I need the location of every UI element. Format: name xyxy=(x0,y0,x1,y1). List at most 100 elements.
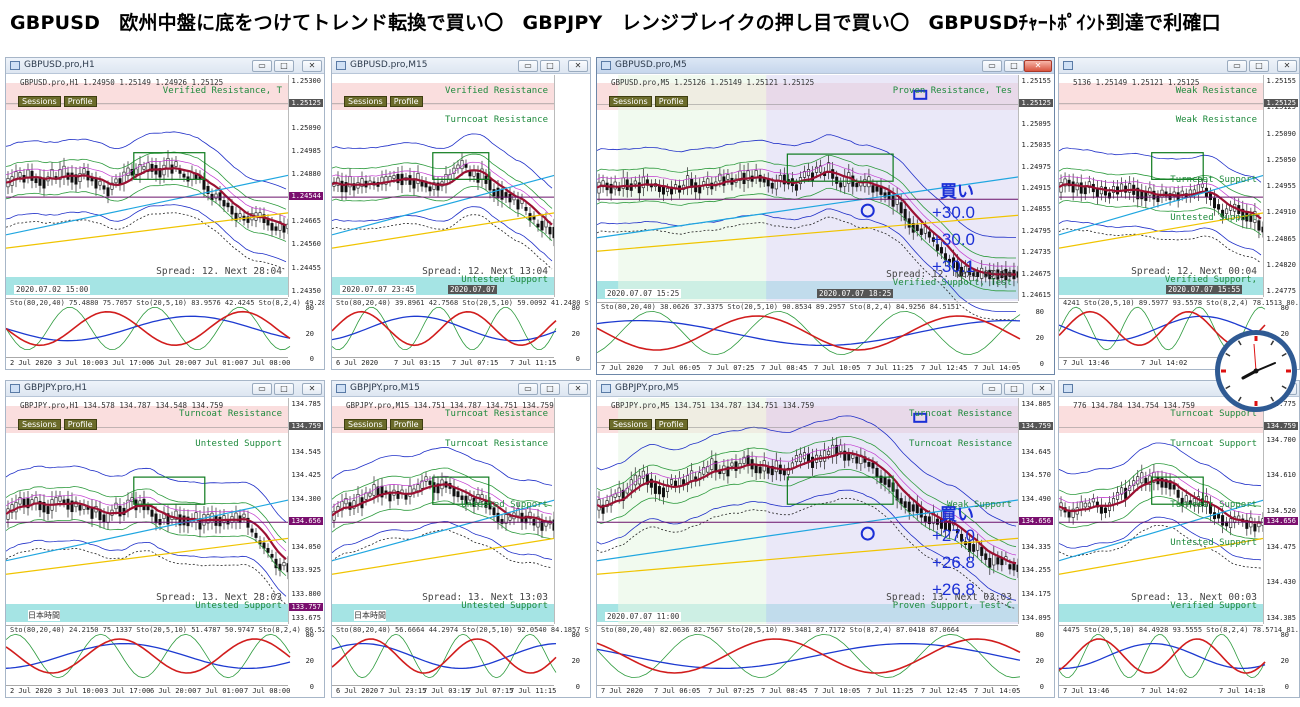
chart-area[interactable]: GBPJPY.pro,M5 134.751 134.787 134.751 13… xyxy=(597,398,1054,697)
profile-button[interactable]: Profile xyxy=(63,96,97,107)
candle-body xyxy=(396,491,400,499)
price-tag: 134.656 xyxy=(289,517,323,525)
profile-button[interactable]: Profile xyxy=(63,419,97,430)
price-axis[interactable]: 1.25155 1.25125 1.25090 1.25050 1.24955 1.249… xyxy=(1263,75,1299,297)
price-axis[interactable]: 1.25155 1.25125 1.25095 1.25035 1.24975 1.249… xyxy=(1018,75,1054,301)
profile-button[interactable]: Profile xyxy=(389,96,423,107)
maximize-button[interactable]: □ xyxy=(274,60,294,72)
close-button[interactable]: ✕ xyxy=(1032,383,1052,395)
crosshair-time-label: 2020.07.07 11:00 xyxy=(605,612,682,621)
time-axis[interactable]: 7 Jul 2020 7 Jul 06:05 7 Jul 07:25 7 Jul 08… xyxy=(597,685,1020,697)
chart-window[interactable]: GBPUSD.pro,M15 ▭ □ ✕ Sessions Profile Verified… xyxy=(331,57,591,370)
window-titlebar[interactable]: GBPJPY.pro,M15 ▭ □ ✕ xyxy=(332,381,590,397)
minimize-button[interactable]: ▭ xyxy=(1227,60,1247,72)
profile-button[interactable]: Profile xyxy=(654,96,688,107)
chart-window[interactable]: GBPUSD.pro,H1 ▭ □ ✕ GBPUSD.pro,H1 1.24950 1.… xyxy=(5,57,325,370)
time-tick: 7 Jul 11:25 xyxy=(867,687,914,695)
window-titlebar[interactable]: GBPUSD.pro,H1 ▭ □ ✕ xyxy=(6,58,324,74)
candle-body xyxy=(1136,187,1140,200)
chart-area[interactable]: GBPUSD.pro,M5 1.25126 1.25149 1.25121 1.… xyxy=(597,75,1054,374)
sessions-button[interactable]: Sessions xyxy=(18,419,61,430)
close-button[interactable]: ✕ xyxy=(302,383,322,395)
price-axis[interactable] xyxy=(554,75,590,297)
price-axis[interactable]: 134.805134.725134.645134.570134.490134.4… xyxy=(1018,398,1054,624)
chart-window-icon xyxy=(336,384,346,393)
chart-area[interactable]: Sessions Profile Verified Resistance Turnco… xyxy=(332,75,590,369)
chart-window[interactable]: GBPJPY.pro,M15 ▭ □ ✕ GBPJPY.pro,M15 134.751 … xyxy=(331,380,591,698)
close-button[interactable]: ✕ xyxy=(1024,60,1052,72)
sessions-button[interactable]: Sessions xyxy=(609,419,652,430)
chart-area[interactable]: GBPUSD.pro,H1 1.24950 1.25149 1.24926 1.… xyxy=(6,75,324,369)
minimize-button[interactable]: ▭ xyxy=(518,60,538,72)
price-tick: 134.520 xyxy=(1266,507,1296,515)
maximize-button[interactable]: □ xyxy=(540,383,560,395)
time-axis[interactable]: 2 Jul 2020 3 Jul 10:00 3 Jul 17:00 6 Jul 20… xyxy=(6,685,290,697)
sessions-button[interactable]: Sessions xyxy=(609,96,652,107)
candle-body xyxy=(1116,492,1120,500)
window-title: GBPJPY.pro,H1 xyxy=(24,383,88,393)
chart-area[interactable]: GBPJPY.pro,M15 134.751 134.787 134.751 1… xyxy=(332,398,590,697)
chart-area[interactable]: 5136 1.25149 1.25121 1.25125 Weak Resista… xyxy=(1059,75,1299,369)
time-axis[interactable]: 6 Jul 2020 7 Jul 03:15 7 Jul 07:15 7 Jul 11… xyxy=(332,357,556,369)
candle-body xyxy=(702,467,706,475)
time-axis[interactable]: 7 Jul 2020 7 Jul 06:05 7 Jul 07:25 7 Jul 08… xyxy=(597,362,1020,374)
window-titlebar[interactable]: ▭□ ✕ xyxy=(1059,58,1299,74)
window-titlebar[interactable]: GBPUSD.pro,M15 ▭ □ ✕ xyxy=(332,58,590,74)
sessions-button[interactable]: Sessions xyxy=(344,419,387,430)
sessions-button[interactable]: Sessions xyxy=(18,96,61,107)
candle-body xyxy=(1083,187,1087,195)
time-axis[interactable]: 2 Jul 2020 3 Jul 10:00 3 Jul 17:00 6 Jul 20… xyxy=(6,357,290,369)
candle-body xyxy=(1229,518,1233,528)
support-zone xyxy=(6,604,290,622)
profile-button[interactable]: Profile xyxy=(654,419,688,430)
candle-body xyxy=(178,514,182,526)
window-titlebar[interactable]: GBPJPY.pro,M5 ▭ □ ✕ xyxy=(597,381,1054,397)
minimize-button[interactable]: ▭ xyxy=(982,383,1002,395)
chart-window-icon xyxy=(10,384,20,393)
close-button[interactable]: ✕ xyxy=(1277,60,1297,72)
price-tick: 1.24910 xyxy=(1266,208,1296,216)
price-tag: 134.759 xyxy=(1264,422,1298,430)
minimize-button[interactable]: ▭ xyxy=(252,60,272,72)
support-zone xyxy=(1059,604,1265,622)
maximize-button[interactable]: □ xyxy=(1249,60,1269,72)
price-tick: 1.25300 xyxy=(291,77,321,85)
price-tick: 1.24775 xyxy=(1266,287,1296,295)
chart-window[interactable]: ▭ □ ✕ 5136 1.25149 1.25121 1.25125 Weak Resi… xyxy=(1058,57,1300,370)
chart-window[interactable]: GBPJPY.pro,M5 ▭ □ ✕ GBPJPY.pro,M5 134.751 13… xyxy=(596,380,1055,698)
minimize-button[interactable]: ▭ xyxy=(252,383,272,395)
window-titlebar[interactable]: GBPUSD.pro,M5 ▭ □ ✕ xyxy=(597,58,1054,74)
price-axis[interactable] xyxy=(554,398,590,624)
maximize-button[interactable]: □ xyxy=(274,383,294,395)
price-axis[interactable]: 134.785134.665134.545134.425134.300134.1… xyxy=(288,398,324,624)
window-titlebar[interactable]: GBPJPY.pro,H1 ▭ □ ✕ xyxy=(6,381,324,397)
close-button[interactable]: ✕ xyxy=(568,383,588,395)
price-axis[interactable]: 134.775 134.700 134.610 134.520 134.475 134.4… xyxy=(1263,398,1299,624)
price-axis[interactable]: 1.253001.251951.250901.249851.248801.247… xyxy=(288,75,324,297)
candle-body xyxy=(166,158,170,170)
maximize-button[interactable]: □ xyxy=(1004,383,1024,395)
candle-body xyxy=(831,444,835,456)
indicator-buttons: Sessions Profile xyxy=(609,412,691,431)
close-button[interactable]: ✕ xyxy=(302,60,322,72)
candle-body xyxy=(1192,498,1196,506)
maximize-button[interactable]: □ xyxy=(540,60,560,72)
chart-window[interactable]: GBPJPY.pro,H1 ▭ □ ✕ GBPJPY.pro,H1 134.578 13… xyxy=(5,380,325,698)
candle-body xyxy=(811,172,815,181)
chart-area[interactable]: 776 134.784 134.754 134.759 Turncoat Supp… xyxy=(1059,398,1299,697)
minimize-button[interactable]: ▭ xyxy=(518,383,538,395)
candle-body xyxy=(344,182,348,193)
sessions-button[interactable]: Sessions xyxy=(344,96,387,107)
chart-area[interactable]: GBPJPY.pro,H1 134.578 134.787 134.548 13… xyxy=(6,398,324,697)
time-axis[interactable]: 7 Jul 13:46 7 Jul 14:02 7 Jul 14:18 xyxy=(1059,685,1265,697)
time-tick: 7 Jul 12:45 xyxy=(921,364,968,372)
time-tick: 7 Jul 23:15 xyxy=(380,687,427,695)
profile-button[interactable]: Profile xyxy=(389,419,423,430)
chart-window[interactable]: GBPUSD.pro,M5 ▭ □ ✕ GBPUSD.pro,M5 1.25126 1.… xyxy=(596,57,1055,375)
time-tick: 7 Jul 07:25 xyxy=(708,687,755,695)
maximize-button[interactable]: □ xyxy=(1004,60,1024,72)
minimize-button[interactable]: ▭ xyxy=(982,60,1002,72)
close-button[interactable]: ✕ xyxy=(568,60,588,72)
time-axis[interactable]: 6 Jul 2020 7 Jul 23:15 7 Jul 03:15 7 Jul 07… xyxy=(332,685,556,697)
